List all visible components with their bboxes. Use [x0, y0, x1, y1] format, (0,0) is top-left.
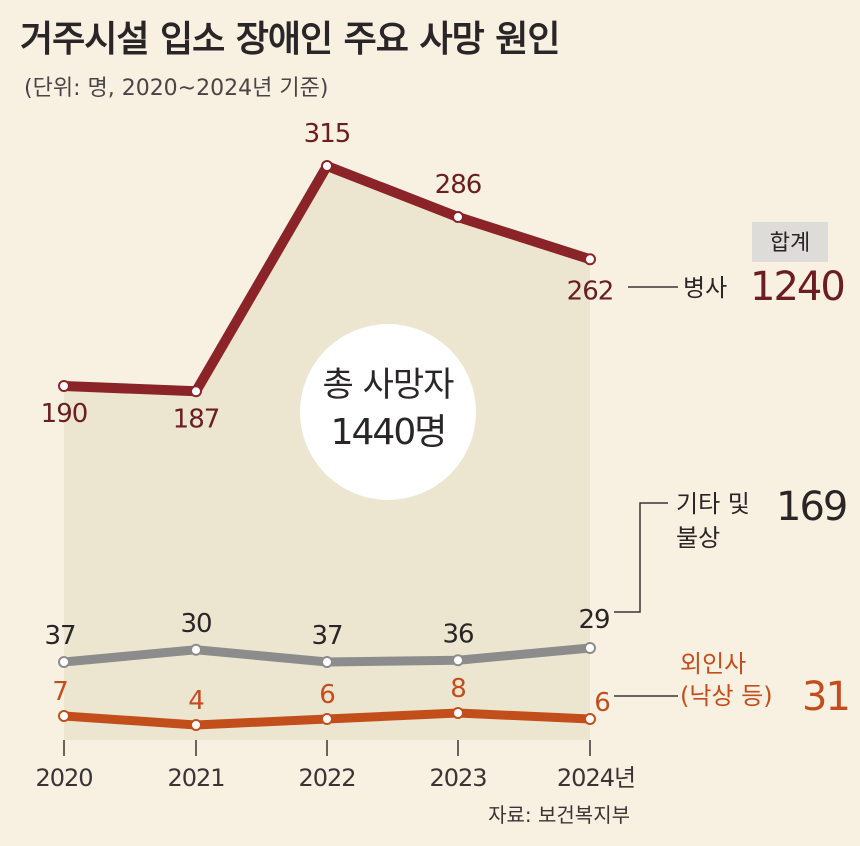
other-point: [584, 642, 596, 654]
data-labels: 190 187 315 286 262 37 30 37 36 29 7 4 6 8 6: [41, 119, 615, 718]
disease-point: [452, 211, 464, 224]
other-series-name-line1: 기타 및: [676, 490, 750, 518]
x-axis-labels: 2020 2021 2022 2023 2024년: [35, 764, 636, 792]
injury-value-label: 6: [594, 688, 610, 718]
injury-value-label: 7: [52, 677, 68, 707]
x-tick-label: 2021: [167, 764, 224, 792]
x-axis-ticks: [63, 740, 591, 756]
chart-subtitle: (단위: 명, 2020~2024년 기준): [24, 76, 329, 101]
x-tick-label: 2023: [429, 764, 486, 792]
injury-point: [58, 710, 70, 722]
other-value-label: 29: [578, 605, 609, 635]
other-value-label: 37: [311, 621, 342, 651]
injury-point: [190, 719, 202, 731]
other-value-label: 30: [180, 609, 211, 639]
injury-total: 31: [802, 674, 849, 720]
other-point: [321, 656, 333, 668]
disease-point: [321, 160, 333, 172]
x-tick-label: 2022: [298, 764, 355, 792]
disease-value-label: 286: [435, 170, 482, 200]
injury-point: [452, 707, 464, 719]
injury-series-name-line1: 외인사: [680, 650, 746, 678]
disease-value-label: 315: [304, 119, 351, 149]
injury-value-label: 6: [319, 680, 335, 710]
other-total: 169: [776, 484, 846, 530]
center-badge-line2: 1440명: [331, 412, 446, 453]
injury-series-name-line2: (낙상 등): [680, 682, 773, 710]
disease-value-label: 262: [567, 276, 614, 306]
disease-point: [584, 253, 596, 266]
disease-value-label: 190: [41, 399, 88, 429]
other-value-label: 36: [442, 619, 473, 649]
injury-point: [321, 713, 333, 725]
disease-total: 1240: [750, 264, 844, 310]
injury-value-label: 4: [188, 686, 204, 716]
other-value-label: 37: [44, 621, 75, 651]
disease-value-label: 187: [173, 404, 220, 434]
injury-point: [584, 713, 596, 725]
other-point: [452, 654, 464, 667]
disease-point: [190, 385, 202, 398]
chart-title: 거주시설 입소 장애인 주요 사망 원인: [20, 19, 560, 60]
injury-value-label: 8: [450, 674, 466, 704]
x-tick-label: 2024년: [557, 764, 635, 792]
series-points: [58, 160, 596, 731]
total-badge-text: 합계: [770, 231, 810, 256]
other-point: [58, 656, 70, 668]
total-badge-box: [752, 222, 828, 262]
other-point: [190, 643, 202, 656]
disease-point: [58, 380, 70, 392]
other-leader: [614, 502, 668, 613]
center-badge-line1: 총 사망자: [323, 365, 455, 405]
center-badge-circle: [300, 324, 476, 500]
disease-series-name: 병사: [683, 274, 727, 302]
other-series-name-line2: 불상: [676, 524, 720, 552]
source-note: 자료: 보건복지부: [488, 803, 630, 827]
x-tick-label: 2020: [35, 764, 92, 792]
